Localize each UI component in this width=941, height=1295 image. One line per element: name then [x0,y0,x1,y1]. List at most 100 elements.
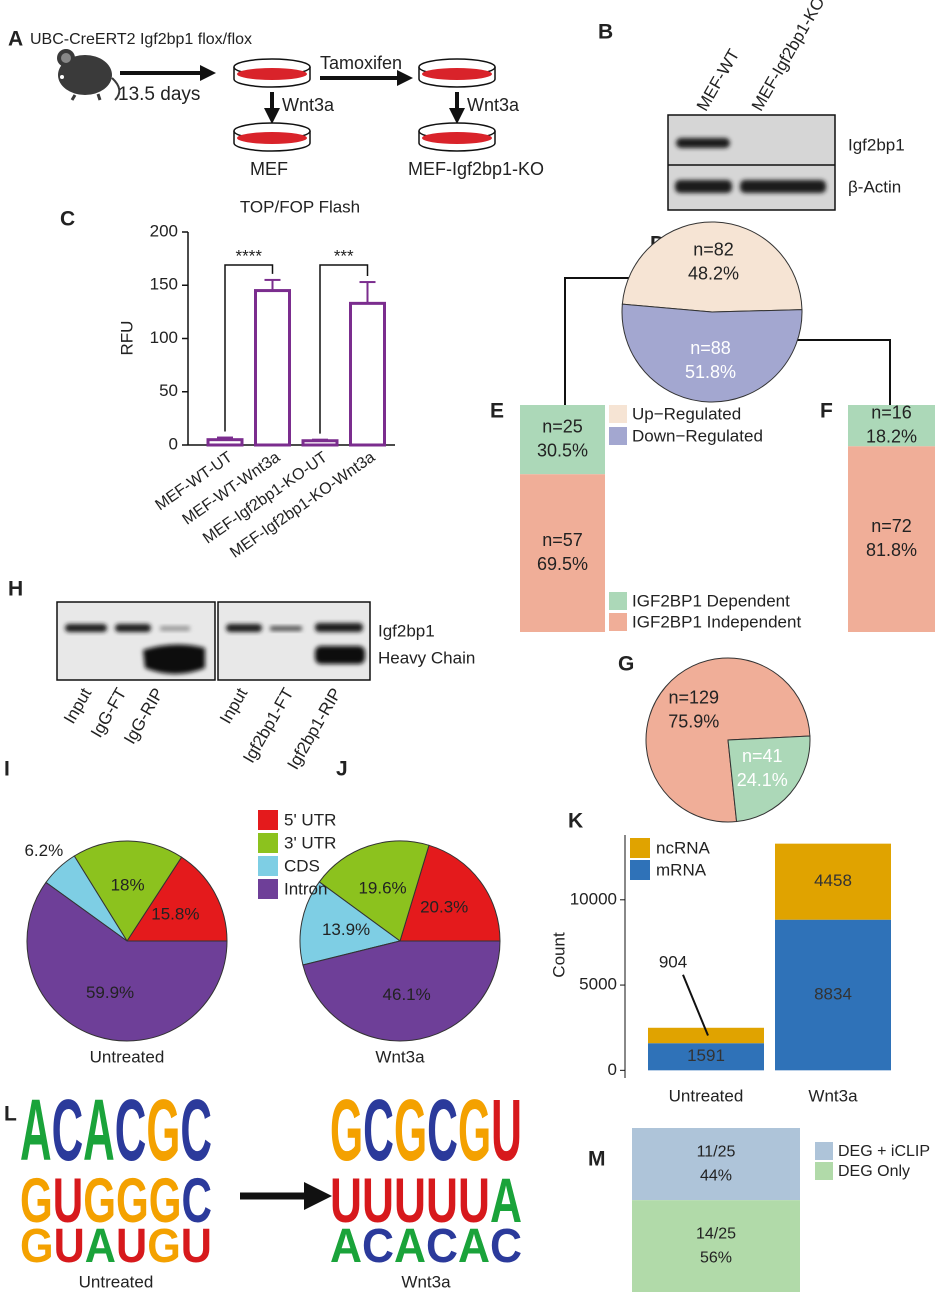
pie-slice [299,881,402,966]
pie-slice [399,844,501,942]
legend-swatch [258,856,278,876]
lane-label: MEF-WT [693,46,743,114]
medium [237,68,307,80]
y-tick-label: 200 [150,221,178,240]
segment-label: 81.8% [866,540,917,560]
lane-label: MEF-Igf2bp1-KO [748,0,829,114]
bar-segment [632,1200,800,1292]
bar-segment [775,919,891,1071]
legend-label: DEG Only [838,1163,910,1180]
panel-label: F [820,400,833,423]
legend-label: IGF2BP1 Dependent [632,591,790,610]
pie-slice [621,303,803,403]
pie-slice [126,856,228,942]
panel-label: C [60,208,75,231]
legend-label: DEG + iCLIP [838,1143,930,1160]
legend-label: IGF2BP1 Independent [632,612,801,631]
bar [206,438,244,447]
band-label: β-Actin [848,177,901,196]
bar-segment [775,843,891,920]
western-blot [667,114,836,211]
legend-swatch [815,1162,833,1180]
treatment-label: Wnt3a [282,95,335,115]
segment-label: 30.5% [537,440,588,460]
legend-label: Up−Regulated [632,404,741,423]
bar [254,289,291,447]
legend-label: 3' UTR [284,833,336,852]
segment-label: 8834 [814,984,852,1003]
bar-segment [648,1043,764,1071]
legend-swatch [630,838,650,858]
pie-slice [26,881,228,1042]
medium [422,68,492,80]
panel-label: K [568,810,583,833]
treatment-label: Wnt3a [467,95,520,115]
segment-label: n=25 [542,416,583,436]
panel-label: J [336,758,348,781]
x-tick-label: Wnt3a [808,1086,858,1105]
sample-label: MEF-Igf2bp1-KO [408,159,544,179]
y-tick-label: 50 [159,381,178,400]
slice-value-label: 20.3% [420,898,468,917]
slice-value-label: 24.1% [737,770,788,790]
legend-label: mRNA [656,860,707,879]
legend-swatch [630,860,650,880]
leader-line [682,974,709,1036]
bar-segment [648,1027,764,1044]
significance-label: **** [236,246,263,265]
y-axis-label: Count [549,932,568,978]
sequence-logo: ACACAC [330,1219,522,1273]
slice-value-label: 46.1% [383,985,431,1004]
panel-label: G [618,653,634,676]
legend-swatch [609,427,627,445]
segment-label: 11/25 [697,1143,736,1160]
legend-swatch [258,833,278,853]
bar-segment [848,405,935,447]
segment-label: 14/25 [696,1225,736,1242]
pie-slice [727,735,811,823]
pie-slice [621,221,803,313]
legend-swatch [609,405,627,423]
legend-label: Down−Regulated [632,426,763,445]
pie-slice [318,840,430,942]
slice-value-label: 19.6% [358,878,406,897]
panel-label: H [8,578,23,601]
legend-label: 5' UTR [284,810,336,829]
strain-label: UBC-CreERT2 Igf2bp1 flox/flox [30,31,252,48]
segment-label: 1591 [687,1046,725,1065]
bar-segment [632,1128,800,1201]
segment-label: 44% [700,1167,732,1184]
slice-value-label: 18% [111,875,145,894]
slice-value-label: 6.2% [24,841,63,860]
y-tick-label: 150 [150,275,178,294]
sequence-logo: GUGGGC [20,1166,212,1237]
panel-label: E [490,400,504,423]
western-blot [56,601,371,681]
lane-label: Input [60,685,95,727]
x-tick-label: Untreated [669,1086,744,1105]
legend-swatch [258,879,278,899]
slice-value-label: 51.8% [685,362,736,382]
segment-label: n=57 [542,530,583,550]
slice-value-label: 75.9% [668,711,719,731]
panel-label: A [8,28,23,51]
medium [422,132,492,144]
band-label: Igf2bp1 [848,135,905,154]
logo-caption: Untreated [79,1272,154,1291]
pie-caption: Untreated [90,1047,165,1066]
slice-count-label: n=129 [668,687,719,707]
medium [237,132,307,144]
band-label: Heavy Chain [378,648,475,667]
logo-caption: Wnt3a [401,1272,451,1291]
bar-segment [520,474,605,632]
pie-slice [302,940,501,1042]
sequence-logo: ACACGC [20,1081,212,1179]
pie-slice [73,840,183,942]
legend-swatch [258,810,278,830]
drug-label: Tamoxifen [320,53,402,73]
panel-label: I [4,758,10,781]
y-tick-label: 100 [150,328,178,347]
legend-label: CDS [284,856,320,875]
